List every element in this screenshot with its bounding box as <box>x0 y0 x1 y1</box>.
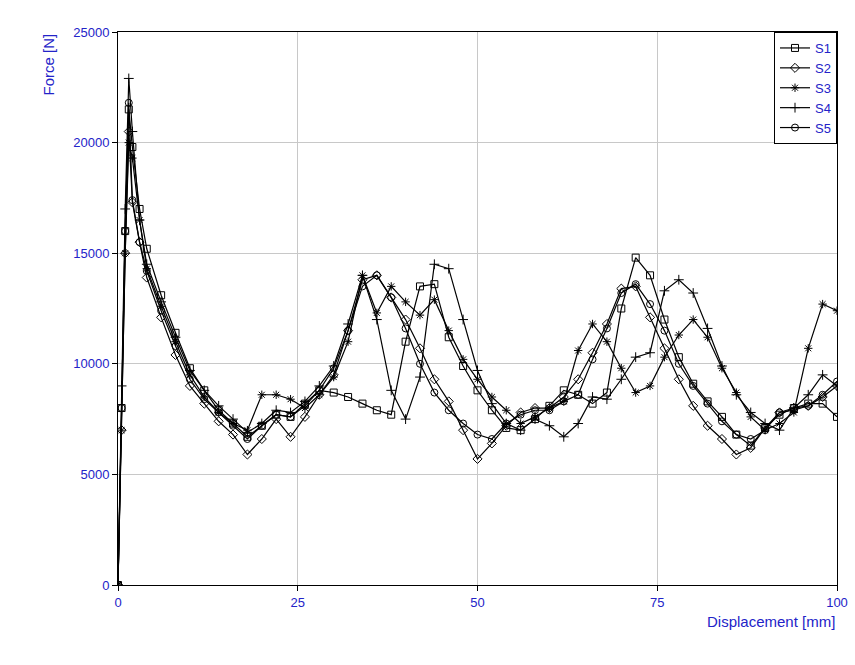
svg-text:15000: 15000 <box>73 246 109 261</box>
svg-text:0: 0 <box>102 578 109 593</box>
svg-text:S2: S2 <box>815 61 831 76</box>
svg-text:S1: S1 <box>815 41 831 56</box>
svg-text:20000: 20000 <box>73 135 109 150</box>
svg-text:25: 25 <box>291 595 305 610</box>
svg-text:100: 100 <box>826 595 848 610</box>
svg-text:S4: S4 <box>815 101 831 116</box>
svg-text:0: 0 <box>114 595 121 610</box>
svg-text:50: 50 <box>470 595 484 610</box>
svg-text:25000: 25000 <box>73 25 109 40</box>
svg-text:Force [N]: Force [N] <box>40 34 57 96</box>
svg-text:10000: 10000 <box>73 356 109 371</box>
svg-text:S5: S5 <box>815 121 831 136</box>
svg-text:S3: S3 <box>815 81 831 96</box>
svg-text:Displacement [mm]: Displacement [mm] <box>707 613 835 630</box>
svg-text:75: 75 <box>650 595 664 610</box>
svg-text:5000: 5000 <box>80 467 109 482</box>
